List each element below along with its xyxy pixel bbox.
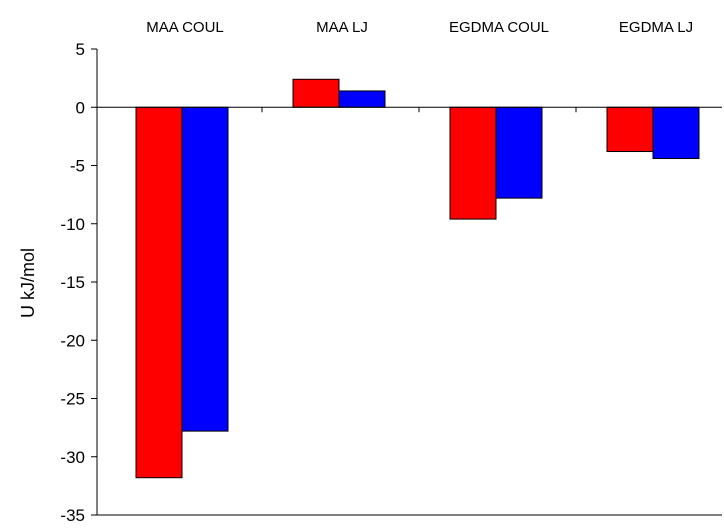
y-tick-label: -20 [60,331,85,350]
bars [135,78,700,479]
bar-red-3 [606,106,654,153]
bar-blue-2 [495,106,543,199]
bar-blue-3 [652,106,700,160]
bar-blue-1 [338,90,386,108]
axes [91,48,722,516]
category-labels: MAA COUL MAA LJ EGDMA COUL EGDMA LJ [146,19,693,36]
bar-blue-0 [181,106,229,432]
y-tick-label: 5 [76,40,85,59]
bar-red-0 [135,106,183,479]
category-label: MAA LJ [316,19,368,36]
y-tick-label: 0 [76,98,85,117]
y-tick-label: -25 [60,390,85,409]
y-tick-label: -35 [60,506,85,524]
y-tick-labels: 5 0 -5 -10 -15 -20 -25 -30 -35 [60,40,85,525]
y-tick-label: -5 [70,157,85,176]
category-label: MAA COUL [146,19,224,36]
bar-red-1 [292,78,340,108]
y-tick-label: -10 [60,215,85,234]
y-tick-label: -30 [60,448,85,467]
y-axis-label: U kJ/mol [18,248,38,318]
y-tick-label: -15 [60,273,85,292]
category-label: EGDMA COUL [449,19,549,36]
bar-red-2 [449,106,497,220]
category-label: EGDMA LJ [619,19,693,36]
